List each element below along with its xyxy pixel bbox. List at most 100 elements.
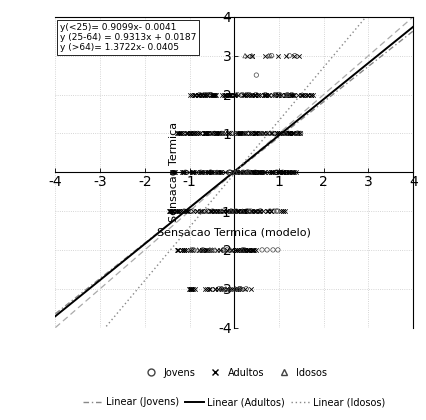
- Point: [252, 130, 259, 137]
- Point: [220, 247, 227, 253]
- Point: [235, 286, 242, 292]
- Point: [297, 91, 304, 98]
- Point: [232, 169, 239, 176]
- Point: [268, 52, 275, 59]
- Point: [223, 208, 230, 214]
- Point: [310, 91, 317, 98]
- Point: [201, 91, 208, 98]
- Point: [209, 169, 216, 176]
- Point: [249, 208, 256, 214]
- Point: [252, 130, 259, 137]
- Point: [201, 286, 208, 292]
- Point: [179, 169, 186, 176]
- Point: [254, 91, 261, 98]
- Point: [250, 247, 257, 253]
- Point: [270, 169, 276, 176]
- Point: [294, 91, 301, 98]
- Point: [187, 130, 194, 137]
- Point: [283, 91, 290, 98]
- Point: [261, 130, 268, 137]
- Point: [208, 130, 215, 137]
- Point: [211, 130, 218, 137]
- Point: [245, 91, 252, 98]
- Point: [268, 169, 275, 176]
- Point: [241, 169, 248, 176]
- Point: [264, 91, 271, 98]
- Point: [226, 208, 233, 214]
- Point: [295, 130, 302, 137]
- Point: [209, 247, 216, 253]
- Point: [242, 208, 248, 214]
- Point: [231, 91, 238, 98]
- Point: [181, 208, 187, 214]
- Point: [248, 247, 255, 253]
- Point: [307, 91, 314, 98]
- Point: [291, 52, 298, 59]
- Point: [228, 208, 235, 214]
- Point: [248, 52, 255, 59]
- Point: [230, 208, 237, 214]
- Point: [288, 91, 295, 98]
- Point: [184, 130, 191, 137]
- Point: [190, 169, 197, 176]
- Point: [274, 130, 281, 137]
- Point: [282, 169, 289, 176]
- Point: [188, 169, 195, 176]
- Point: [280, 169, 287, 176]
- Point: [287, 91, 294, 98]
- Point: [277, 169, 284, 176]
- Point: [178, 247, 185, 253]
- Point: [273, 91, 279, 98]
- Point: [200, 247, 207, 253]
- Point: [215, 169, 222, 176]
- Point: [282, 130, 289, 137]
- Point: [207, 208, 213, 214]
- Point: [224, 91, 231, 98]
- Point: [305, 91, 312, 98]
- Point: [290, 52, 297, 59]
- Point: [209, 208, 216, 214]
- Point: [227, 91, 234, 98]
- Point: [184, 130, 191, 137]
- Point: [212, 286, 219, 292]
- Point: [241, 208, 248, 214]
- Point: [210, 169, 217, 176]
- Point: [223, 91, 230, 98]
- Point: [267, 52, 274, 59]
- Point: [200, 247, 207, 253]
- Point: [257, 208, 264, 214]
- Point: [288, 91, 295, 98]
- Point: [245, 169, 251, 176]
- Point: [176, 130, 183, 137]
- Point: [262, 91, 269, 98]
- Point: [239, 208, 246, 214]
- Point: [249, 52, 256, 59]
- Point: [196, 130, 203, 137]
- Point: [285, 91, 291, 98]
- Point: [248, 208, 255, 214]
- Point: [168, 208, 175, 214]
- Point: [203, 130, 210, 137]
- Point: [194, 208, 201, 214]
- Point: [238, 208, 245, 214]
- Point: [173, 208, 179, 214]
- Point: [220, 286, 227, 292]
- Point: [207, 208, 214, 214]
- Point: [183, 208, 190, 214]
- Point: [252, 91, 259, 98]
- Point: [222, 91, 228, 98]
- Point: [228, 208, 235, 214]
- Point: [180, 169, 187, 176]
- Point: [175, 208, 182, 214]
- Point: [188, 286, 195, 292]
- Point: [289, 130, 296, 137]
- Point: [231, 91, 238, 98]
- Point: [262, 52, 268, 59]
- Point: [308, 91, 314, 98]
- Point: [197, 91, 204, 98]
- Point: [235, 91, 242, 98]
- Point: [211, 91, 218, 98]
- Point: [239, 169, 245, 176]
- Point: [232, 169, 239, 176]
- Point: [239, 247, 246, 253]
